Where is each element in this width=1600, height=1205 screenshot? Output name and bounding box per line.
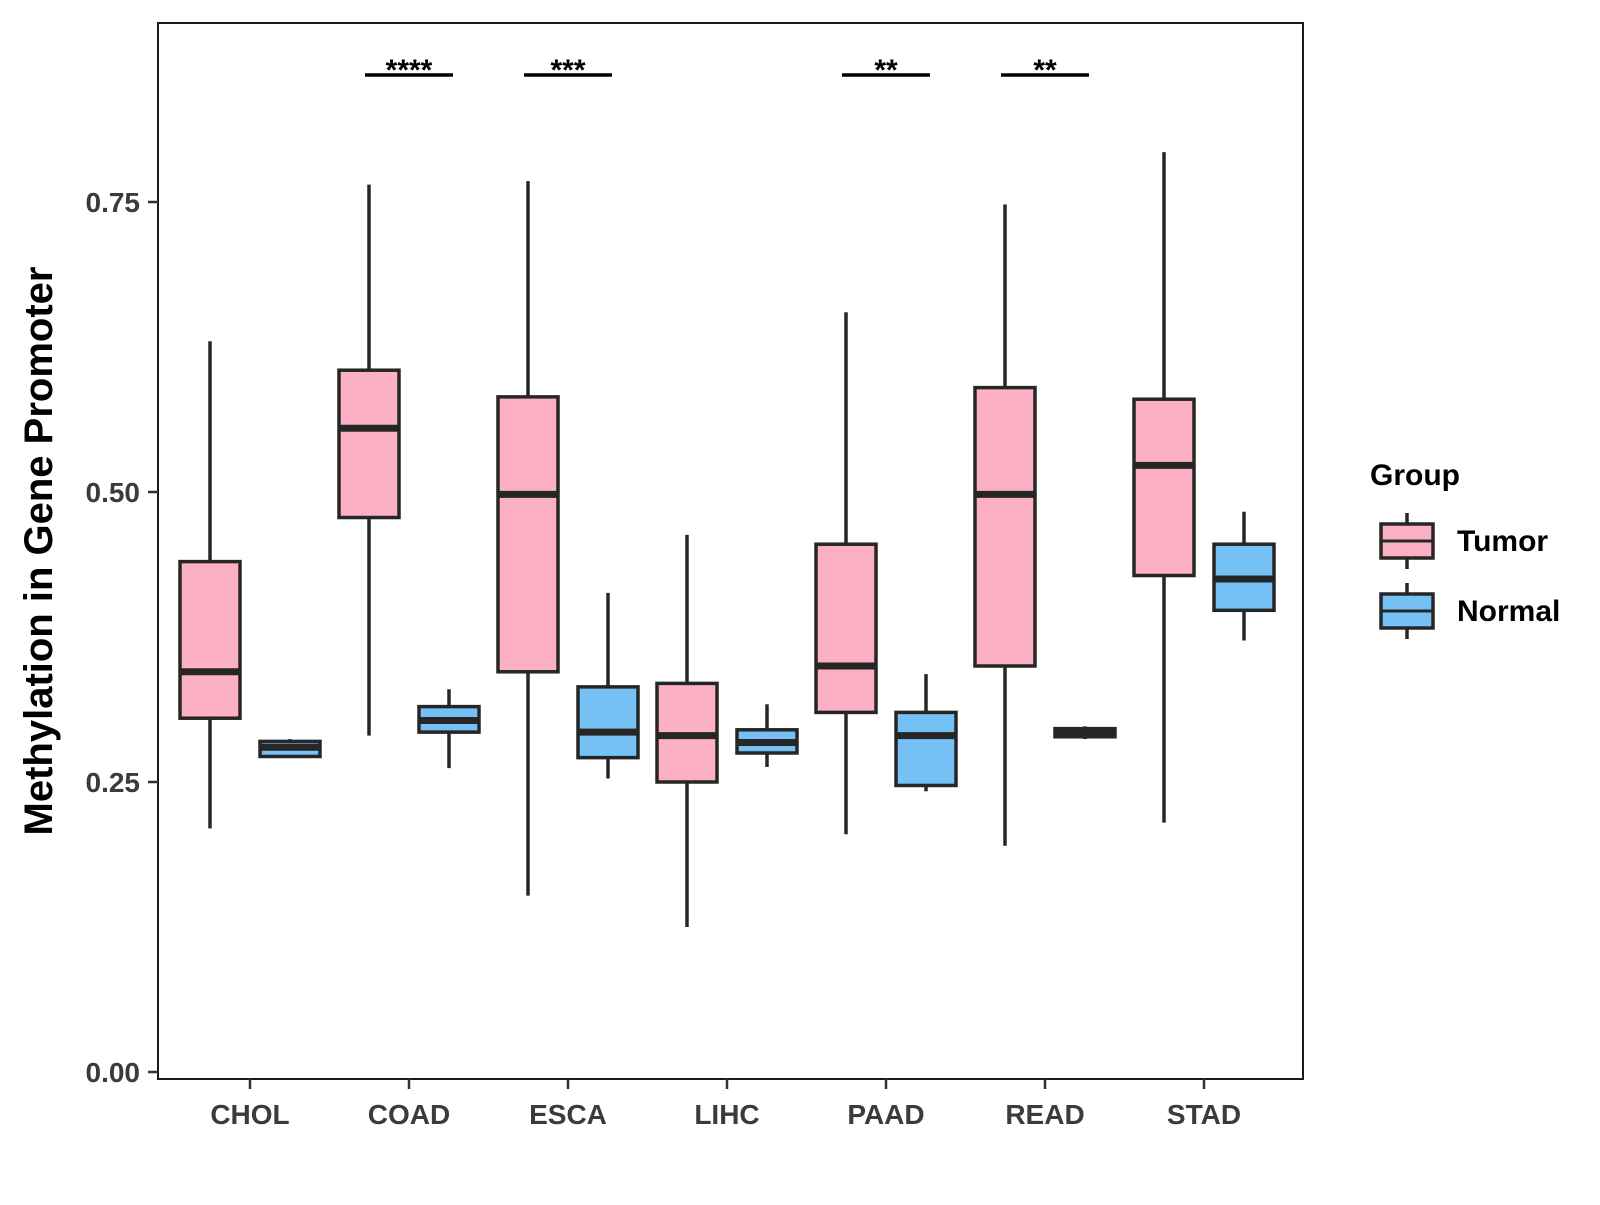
x-tick-label-paad: PAAD	[847, 1099, 924, 1130]
x-tick-label-stad: STAD	[1167, 1099, 1241, 1130]
x-tick-label-lihc: LIHC	[694, 1099, 759, 1130]
significance-label-coad: ****	[386, 54, 433, 87]
box-normal-esca	[576, 685, 640, 760]
y-tick-label: 0.50	[86, 477, 141, 508]
box-normal-paad	[894, 710, 958, 788]
legend-title: Group	[1370, 459, 1460, 492]
x-tick-label-coad: COAD	[368, 1099, 450, 1130]
legend: Group Tumor Normal	[1370, 459, 1560, 639]
box-tumor-esca	[496, 395, 560, 674]
y-tick-label: 0.00	[86, 1057, 141, 1088]
legend-label-normal: Normal	[1457, 595, 1560, 628]
box-tumor-paad	[814, 542, 878, 715]
significance-label-read: **	[1033, 54, 1057, 87]
box-tumor-stad	[1132, 397, 1196, 578]
box-tumor-chol	[178, 559, 242, 720]
legend-label-tumor: Tumor	[1457, 525, 1548, 558]
box-tumor-read	[973, 385, 1037, 668]
y-tick-label: 0.75	[86, 187, 141, 218]
box-tumor-coad	[337, 368, 401, 520]
plot-panel	[157, 22, 1304, 1080]
x-tick-label-esca: ESCA	[529, 1099, 607, 1130]
x-tick-label-chol: CHOL	[210, 1099, 289, 1130]
x-tick-label-read: READ	[1005, 1099, 1084, 1130]
significance-label-paad: **	[874, 54, 898, 87]
y-tick-label: 0.25	[86, 767, 141, 798]
significance-label-esca: ***	[550, 54, 585, 87]
y-axis-title: Methylation in Gene Promoter	[17, 267, 61, 836]
